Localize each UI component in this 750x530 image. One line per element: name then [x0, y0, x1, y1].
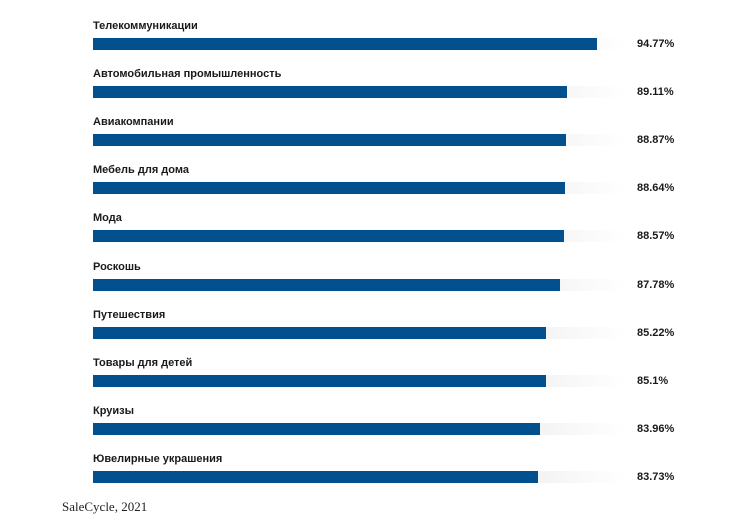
value-label: 88.64% [637, 182, 675, 195]
bar [93, 470, 539, 483]
bar [93, 38, 598, 50]
category-label: Роскошь [93, 260, 141, 273]
bar-track [93, 470, 625, 483]
category-label: Круизы [93, 404, 135, 417]
value-label: 83.96% [637, 422, 675, 435]
category-label: Автомобильная промышленность [93, 68, 282, 81]
category-label: Мода [93, 212, 122, 225]
bar [93, 278, 560, 291]
value-label: 94.77% [637, 38, 675, 50]
category-label: Товары для детей [93, 356, 193, 369]
value-label: 85.22% [637, 326, 675, 339]
value-label: 83.73% [637, 470, 675, 483]
value-label: 87.78% [637, 278, 675, 291]
value-label: 88.57% [637, 230, 675, 243]
bar-track [93, 230, 625, 243]
category-label: Телекоммуникации [93, 20, 198, 32]
category-label: Ювелирные украшения [93, 452, 223, 465]
bar-track [93, 134, 625, 147]
bar [93, 86, 568, 99]
bar-track [93, 278, 625, 291]
category-label: Мебель для дома [93, 164, 189, 177]
bar-track [93, 326, 625, 339]
category-label: Путешествия [93, 308, 166, 321]
source-caption: SaleCycle, 2021 [62, 499, 148, 514]
bar-track [93, 38, 625, 50]
value-label: 89.11% [637, 86, 674, 99]
bar [93, 230, 565, 243]
bar [93, 422, 540, 435]
bar-track [93, 374, 625, 387]
value-label: 88.87% [637, 134, 675, 147]
bar [93, 134, 566, 147]
bar [93, 182, 565, 195]
value-label: 85.1% [637, 374, 669, 387]
bar-track [93, 182, 625, 195]
bar [93, 374, 546, 387]
category-label: Авиакомпании [93, 116, 174, 129]
bar-track [93, 422, 625, 435]
bar [93, 326, 547, 339]
bar-track [93, 86, 625, 99]
